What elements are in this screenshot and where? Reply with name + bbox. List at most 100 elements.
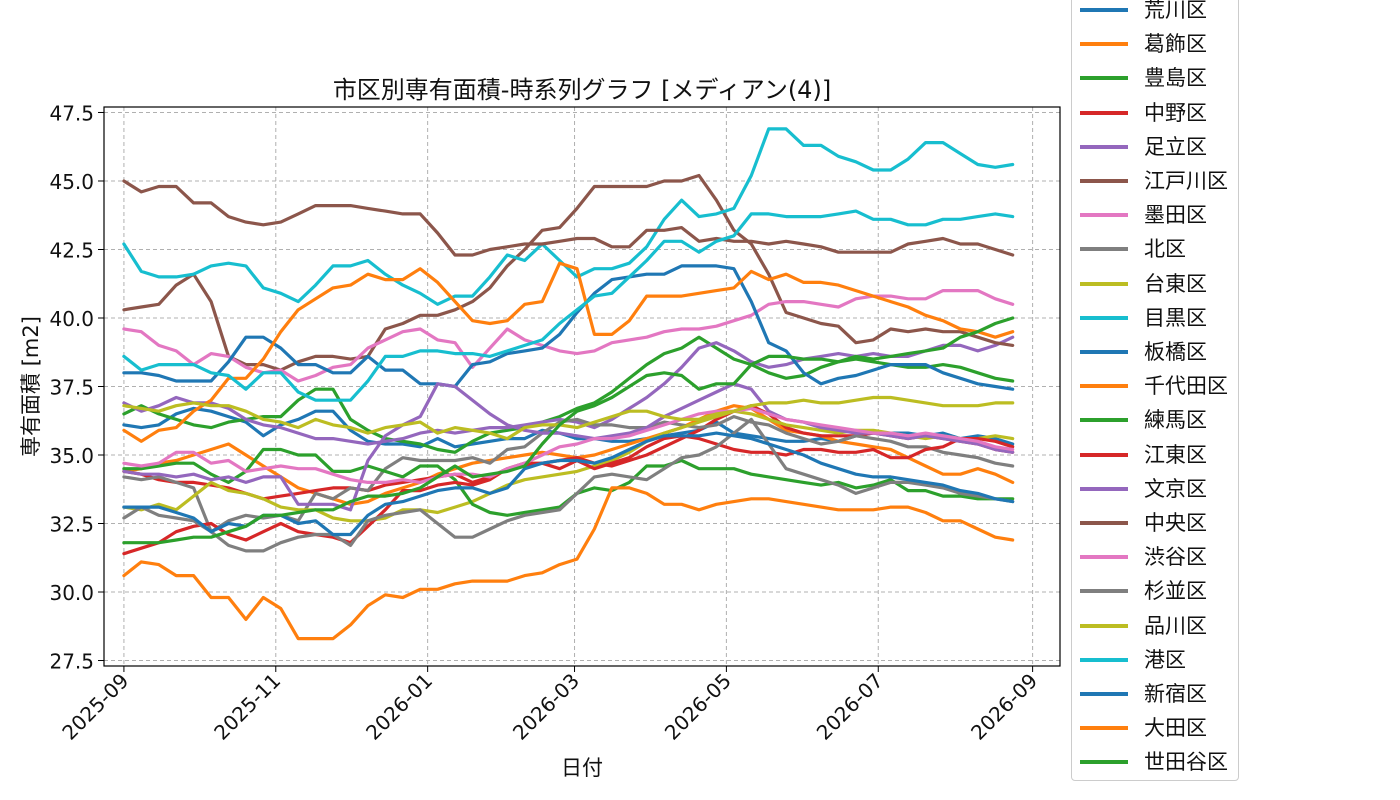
legend-label: 大田区 (1144, 716, 1207, 741)
legend-item: 中野区 (1072, 96, 1238, 130)
y-tick-label: 47.5 (49, 101, 94, 125)
legend-swatch (1080, 144, 1128, 149)
legend-swatch (1080, 521, 1128, 525)
legend-item: 品川区 (1072, 609, 1238, 643)
legend-label: 荒川区 (1144, 0, 1207, 22)
legend-label: 港区 (1144, 647, 1186, 672)
legend-item: 墨田区 (1072, 198, 1238, 232)
series-line-23 (122, 316, 1015, 545)
y-tick-label: 35.0 (49, 444, 94, 468)
legend-item: 江戸川区 (1072, 164, 1238, 198)
legend-item: 葛飾区 (1072, 27, 1238, 61)
series-lines (122, 127, 1015, 641)
legend-swatch (1080, 589, 1128, 594)
legend-swatch (1080, 657, 1128, 662)
legend-item: 江東区 (1072, 438, 1238, 472)
legend-swatch (1080, 315, 1128, 320)
legend-item: 新宿区 (1072, 677, 1238, 711)
legend-label: 渋谷区 (1144, 545, 1207, 570)
legend-swatch (1080, 418, 1128, 423)
legend-item: 世田谷区 (1072, 745, 1238, 779)
series-line-20 (122, 209, 1015, 402)
legend-label: 練馬区 (1144, 408, 1207, 433)
x-tick-label: 2025-11 (209, 669, 285, 745)
legend-label: 世田谷区 (1144, 750, 1228, 775)
grid-lines (104, 107, 1060, 666)
legend-swatch (1080, 213, 1128, 218)
legend-item: 北区 (1072, 232, 1238, 266)
series-line-2 (122, 404, 1015, 506)
legend-label: 足立区 (1144, 134, 1207, 159)
y-tick-label: 45.0 (49, 170, 94, 194)
legend-item: 文京区 (1072, 472, 1238, 506)
legend-label: 豊島区 (1144, 66, 1207, 91)
legend-swatch (1080, 281, 1128, 286)
x-tick-label: 2026-05 (660, 669, 736, 745)
legend-label: 江戸川区 (1144, 169, 1228, 193)
legend-label: 板橋区 (1144, 340, 1207, 364)
y-tick-label: 30.0 (49, 581, 94, 605)
legend-item: 台東区 (1072, 267, 1238, 301)
legend-swatch (1080, 555, 1128, 560)
legend-swatch (1080, 760, 1128, 765)
legend-item: 渋谷区 (1072, 540, 1238, 574)
y-tick-label: 27.5 (49, 650, 94, 674)
legend-label: 中野区 (1144, 100, 1207, 125)
legend-label: 文京区 (1144, 476, 1207, 501)
x-tick-label: 2026-03 (508, 669, 584, 745)
series-line-14 (122, 434, 1015, 556)
legend-swatch (1080, 110, 1128, 115)
legend-label: 中央区 (1144, 511, 1207, 535)
legend-swatch (1080, 384, 1128, 389)
series-line-16 (122, 179, 1015, 257)
legend-item: 練馬区 (1072, 403, 1238, 437)
legend-swatch (1080, 623, 1128, 628)
series-line-12 (122, 261, 1015, 443)
legend-label: 葛飾区 (1144, 32, 1207, 57)
legend-swatch (1080, 486, 1128, 491)
legend-swatch (1080, 247, 1128, 252)
y-tick-label: 40.0 (49, 307, 94, 331)
y-tick-label: 37.5 (49, 376, 94, 400)
legend-swatch (1080, 692, 1128, 696)
series-line-17 (122, 406, 1015, 484)
series-line-22 (122, 486, 1015, 641)
legend-item: 千代田区 (1072, 369, 1238, 403)
legend-item: 大田区 (1072, 711, 1238, 745)
legend-item: 目黒区 (1072, 301, 1238, 335)
x-tick-label: 2026-09 (966, 669, 1042, 745)
legend-label: 杉並区 (1144, 579, 1207, 604)
series-line-3 (122, 335, 1015, 454)
series-line-10 (122, 127, 1015, 306)
legend-label: 墨田区 (1144, 203, 1207, 228)
chart-title: 市区別専有面積-時系列グラフ [メディアン(4)] (333, 76, 831, 104)
legend-swatch (1080, 42, 1128, 47)
legend-label: 江東区 (1144, 442, 1207, 467)
series-line-19 (122, 395, 1015, 441)
legend-label: 千代田区 (1144, 374, 1228, 399)
legend-swatch (1080, 452, 1128, 457)
legend-swatch (1080, 8, 1128, 12)
legend-item: 豊島区 (1072, 61, 1238, 95)
y-tick-label: 32.5 (49, 513, 94, 537)
x-tick-label: 2026-07 (812, 669, 888, 745)
legend-item: 板橋区 (1072, 335, 1238, 369)
legend-item: 荒川区 (1072, 0, 1238, 27)
legend-label: 北区 (1144, 237, 1186, 262)
legend-swatch (1080, 179, 1128, 183)
y-tick-label: 42.5 (49, 238, 94, 262)
legend-item: 中央区 (1072, 506, 1238, 540)
legend-swatch (1080, 726, 1128, 731)
y-axis-label: 専有面積 [m2] (19, 316, 43, 457)
legend-swatch (1080, 76, 1128, 81)
legend-label: 品川区 (1144, 613, 1207, 638)
x-tick-label: 2025-09 (57, 669, 133, 745)
legend-label: 新宿区 (1144, 682, 1207, 706)
legend-item: 杉並区 (1072, 574, 1238, 608)
legend-label: 台東区 (1144, 271, 1207, 296)
series-line-18 (122, 417, 1015, 553)
legend-item: 足立区 (1072, 130, 1238, 164)
x-axis-label: 日付 (561, 756, 603, 780)
x-tick-label: 2026-01 (361, 669, 437, 745)
